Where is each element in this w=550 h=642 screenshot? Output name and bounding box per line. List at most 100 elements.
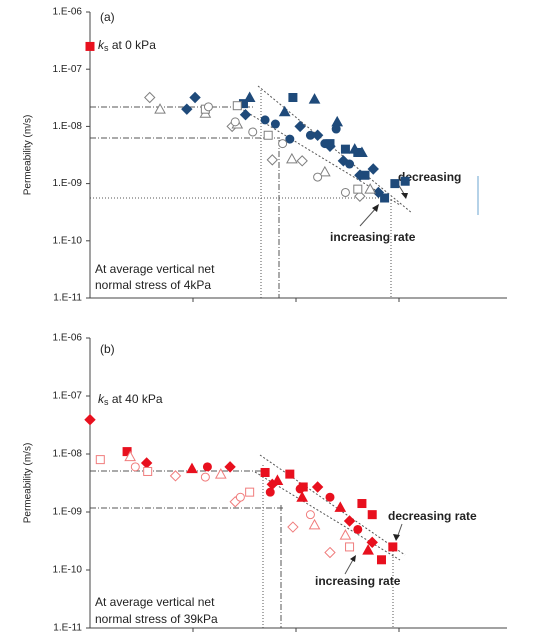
point — [367, 510, 377, 520]
point — [390, 179, 400, 189]
point — [345, 542, 355, 552]
point — [296, 155, 308, 167]
note: At average vertical net — [95, 262, 215, 276]
point — [325, 492, 335, 502]
ks-label: ks at 40 kPa — [98, 392, 163, 407]
point — [357, 499, 367, 509]
point — [124, 450, 137, 462]
y-tick-label: 1.E-09 — [53, 507, 83, 518]
point — [343, 515, 356, 527]
point — [354, 190, 366, 202]
point — [186, 462, 198, 474]
annotation: decreasing rate — [388, 509, 477, 523]
y-tick-label: 1.E-10 — [53, 235, 83, 246]
point — [287, 521, 299, 533]
point — [400, 176, 410, 186]
panel-label: (b) — [100, 342, 115, 356]
point — [143, 466, 153, 476]
panel-label: (a) — [100, 10, 115, 24]
point — [235, 492, 245, 502]
point — [122, 447, 132, 457]
point — [260, 467, 270, 477]
point — [84, 414, 96, 426]
y-tick-label: 1.E-09 — [53, 178, 83, 189]
point — [295, 484, 305, 494]
point — [308, 518, 321, 530]
point — [285, 134, 295, 144]
point — [140, 457, 153, 469]
note: At average vertical net — [95, 595, 215, 609]
point — [331, 124, 341, 134]
point — [305, 510, 315, 520]
ks-symbol: k — [98, 38, 105, 52]
ks-label: ks at 0 kPa — [98, 38, 156, 53]
point — [230, 117, 240, 127]
point — [305, 130, 315, 140]
y-tick-label: 1.E-07 — [53, 64, 83, 75]
point — [270, 119, 280, 129]
point — [348, 143, 361, 154]
point — [294, 120, 306, 133]
point — [260, 115, 270, 125]
point — [245, 487, 255, 497]
point — [340, 144, 350, 154]
reference-lines — [90, 85, 479, 298]
point — [278, 105, 291, 117]
y-tick-label: 1.E-08 — [53, 121, 83, 132]
point — [296, 491, 309, 502]
ks-symbol: k — [98, 392, 105, 406]
y-tick-label: 1.E-07 — [53, 391, 83, 402]
point — [285, 469, 295, 479]
point — [214, 468, 227, 479]
annotation: increasing rate — [315, 574, 401, 588]
point — [189, 91, 201, 104]
point — [372, 186, 385, 199]
point — [224, 461, 236, 473]
point — [331, 115, 344, 127]
ks-subscript: s — [104, 43, 109, 53]
point — [313, 172, 323, 182]
point — [339, 529, 352, 540]
point — [353, 524, 363, 534]
point — [266, 154, 279, 166]
point — [318, 165, 331, 177]
point — [367, 163, 379, 175]
note: normal stress of 4kPa — [95, 278, 211, 292]
point — [144, 91, 156, 104]
point — [263, 130, 273, 140]
y-tick-label: 1.E-06 — [53, 7, 83, 18]
y-tick-label: 1.E-10 — [53, 565, 83, 576]
note: normal stress of 39kPa — [95, 612, 218, 626]
point — [130, 462, 140, 472]
y-tick-label: 1.E-06 — [53, 333, 83, 344]
y-tick-label: 1.E-11 — [53, 293, 82, 304]
reference-lines — [90, 454, 406, 628]
point — [85, 41, 95, 51]
annotation: increasing rate — [330, 230, 416, 244]
point — [376, 555, 386, 565]
point — [308, 93, 321, 104]
point — [286, 152, 298, 164]
point — [203, 102, 213, 112]
point — [95, 455, 105, 465]
point — [380, 193, 390, 203]
point — [288, 93, 298, 103]
ks-text: at 0 kPa — [109, 38, 157, 52]
annotation: decreasing — [398, 170, 461, 184]
point — [334, 501, 347, 512]
ks-text: at 40 kPa — [109, 392, 163, 406]
point — [239, 109, 252, 121]
point — [243, 91, 256, 103]
y-tick-label: 1.E-08 — [53, 449, 83, 460]
y-tick-label: 1.E-11 — [53, 623, 82, 634]
point — [353, 184, 363, 194]
y-axis-label: Permeability (m/s) — [23, 115, 34, 196]
point — [362, 544, 374, 555]
point — [278, 139, 288, 149]
point — [271, 474, 284, 485]
point — [340, 187, 350, 197]
y-axis-label: Permeability (m/s) — [23, 443, 34, 524]
point — [388, 542, 398, 552]
point — [345, 159, 355, 169]
point — [320, 139, 330, 149]
